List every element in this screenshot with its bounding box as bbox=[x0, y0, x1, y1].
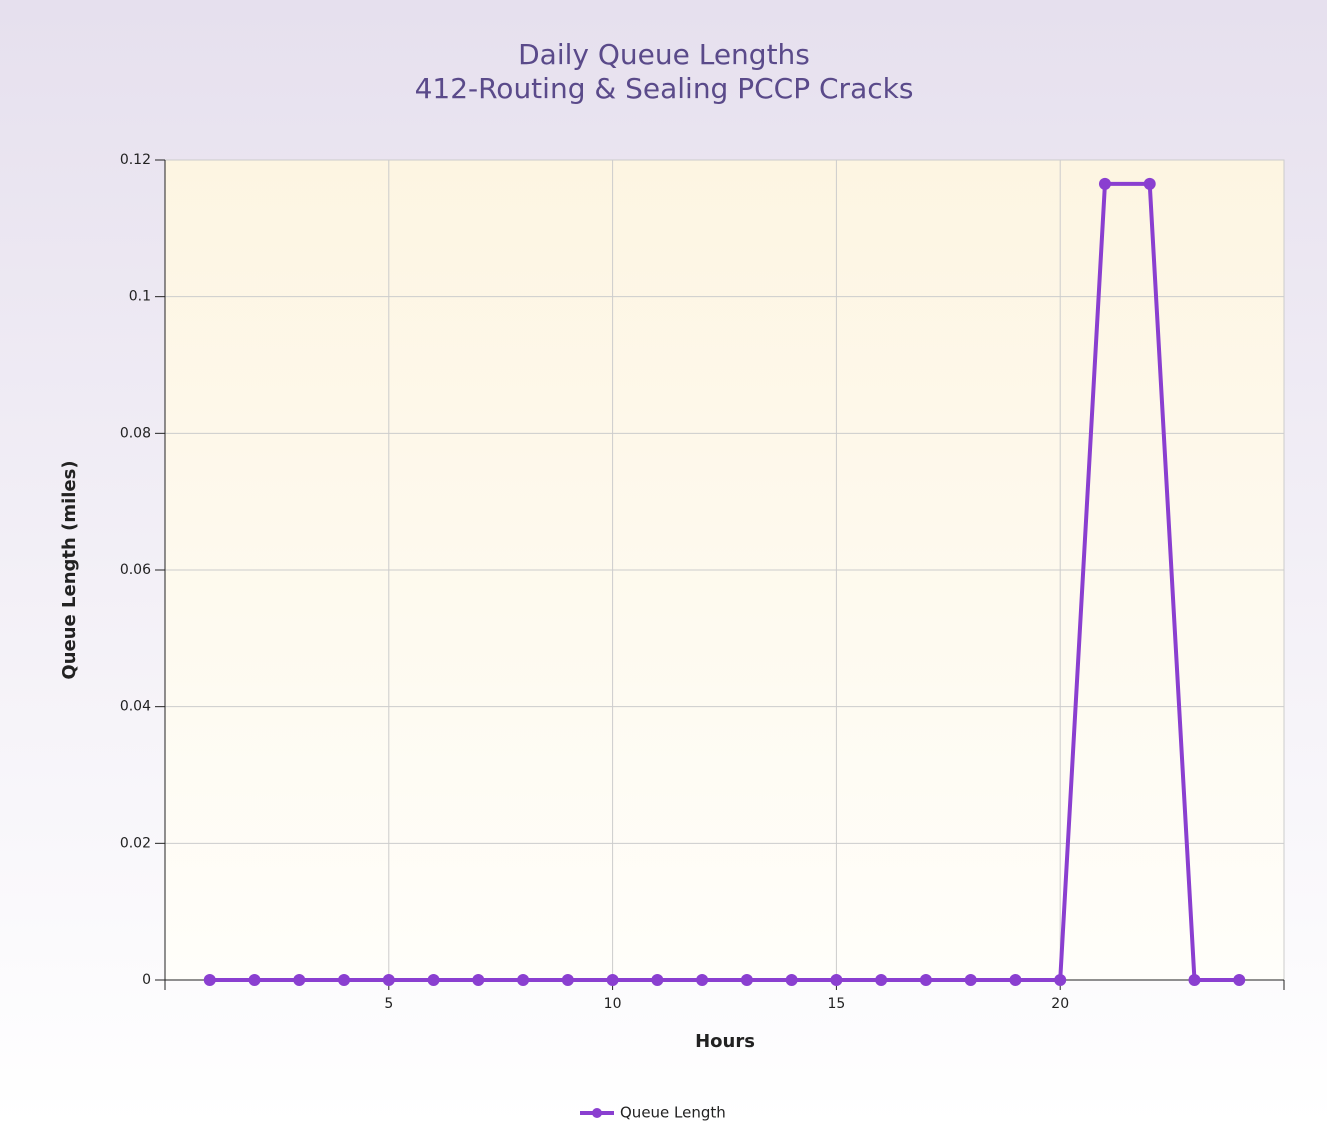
y-tick-label: 0.04 bbox=[120, 699, 151, 715]
legend-marker bbox=[592, 1108, 602, 1118]
data-point bbox=[830, 974, 843, 986]
data-point bbox=[1233, 974, 1246, 986]
data-point bbox=[696, 974, 709, 986]
chart-title: Daily Queue Lengths bbox=[518, 38, 810, 71]
x-tick-label: 20 bbox=[1051, 996, 1069, 1012]
data-point bbox=[1098, 177, 1111, 190]
data-point bbox=[472, 974, 485, 986]
data-point bbox=[338, 974, 351, 986]
y-axis-label: Queue Length (miles) bbox=[59, 460, 80, 679]
data-point bbox=[1143, 177, 1156, 190]
y-tick-label: 0.02 bbox=[120, 835, 151, 851]
legend-label: Queue Length bbox=[620, 1104, 726, 1122]
data-point bbox=[203, 974, 216, 986]
data-point bbox=[517, 974, 530, 986]
data-point bbox=[919, 974, 932, 986]
x-tick-label: 5 bbox=[384, 996, 393, 1012]
data-point bbox=[561, 974, 574, 986]
data-point bbox=[875, 974, 888, 986]
x-tick-label: 15 bbox=[827, 996, 845, 1012]
data-point bbox=[606, 974, 619, 986]
chart-subtitle: 412-Routing & Sealing PCCP Cracks bbox=[415, 72, 914, 105]
data-point bbox=[248, 974, 261, 986]
data-point bbox=[964, 974, 977, 986]
data-point bbox=[740, 974, 753, 986]
y-tick-label: 0.06 bbox=[120, 562, 151, 578]
series-line bbox=[209, 181, 1240, 982]
data-point bbox=[1054, 974, 1067, 986]
data-point bbox=[293, 974, 306, 986]
data-point bbox=[651, 974, 664, 986]
y-tick-label: 0.12 bbox=[120, 152, 151, 168]
y-tick-label: 0.1 bbox=[129, 289, 151, 305]
x-axis-label: Hours bbox=[695, 1031, 755, 1052]
data-point bbox=[382, 974, 395, 986]
data-point bbox=[427, 974, 440, 986]
data-point bbox=[785, 974, 798, 986]
y-tick-label: 0.08 bbox=[120, 425, 151, 441]
x-tick-label: 10 bbox=[604, 996, 622, 1012]
data-point bbox=[1009, 974, 1022, 986]
data-point bbox=[1188, 974, 1201, 986]
y-tick-label: 0 bbox=[142, 972, 151, 988]
